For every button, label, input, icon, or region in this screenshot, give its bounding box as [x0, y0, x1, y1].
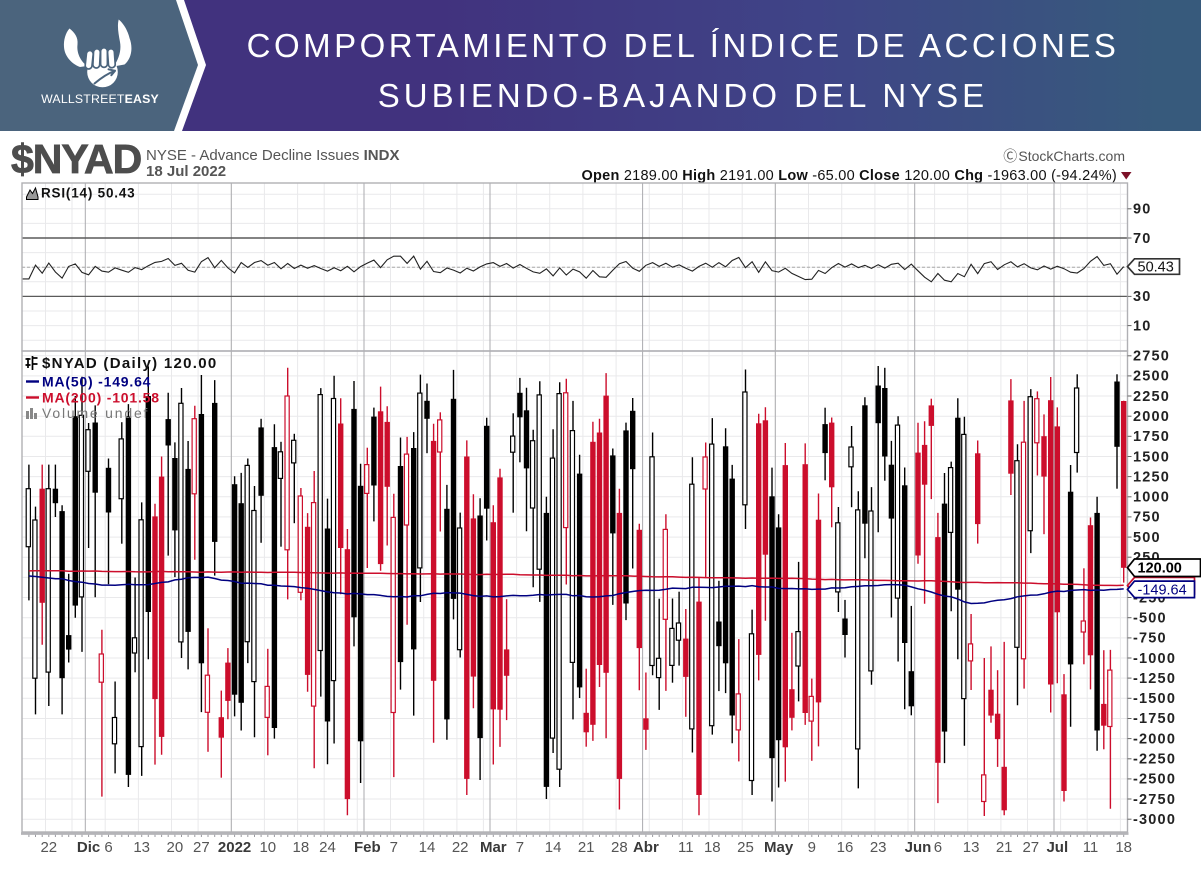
svg-text:NYSE - Advance Decline Issues: NYSE - Advance Decline Issues INDX	[146, 147, 399, 164]
svg-text:-3000: -3000	[1133, 812, 1176, 828]
svg-text:16: 16	[837, 839, 854, 856]
svg-text:Open 2189.00 High 2191.00 Low: Open 2189.00 High 2191.00 Low -65.00 Clo…	[582, 168, 1118, 184]
svg-text:50.43: 50.43	[1138, 260, 1174, 276]
svg-text:Abr: Abr	[633, 839, 659, 856]
svg-text:2000: 2000	[1133, 409, 1170, 425]
svg-text:MA(50) -149.64: MA(50) -149.64	[42, 374, 151, 390]
svg-text:Jun: Jun	[905, 839, 932, 856]
svg-text:-149.64: -149.64	[1138, 582, 1187, 598]
svg-text:-2000: -2000	[1133, 731, 1176, 747]
svg-text:-750: -750	[1133, 631, 1167, 647]
svg-text:Feb: Feb	[354, 839, 381, 856]
svg-text:25: 25	[737, 839, 754, 856]
svg-text:6: 6	[104, 839, 112, 856]
svg-text:-1250: -1250	[1133, 671, 1176, 687]
svg-text:-500: -500	[1133, 611, 1167, 627]
svg-text:20: 20	[167, 839, 184, 856]
svg-text:7: 7	[390, 839, 398, 856]
svg-text:18 Jul 2022: 18 Jul 2022	[146, 163, 226, 180]
svg-text:-2750: -2750	[1133, 792, 1176, 808]
svg-text:2750: 2750	[1133, 349, 1170, 365]
svg-text:Dic: Dic	[77, 839, 100, 856]
svg-text:21: 21	[996, 839, 1013, 856]
svg-text:WALLSTREETEASY: WALLSTREETEASY	[41, 92, 159, 106]
svg-text:14: 14	[545, 839, 562, 856]
svg-text:14: 14	[419, 839, 436, 856]
svg-text:2022: 2022	[218, 839, 251, 856]
svg-text:-2500: -2500	[1133, 772, 1176, 788]
svg-text:13: 13	[963, 839, 980, 856]
svg-text:30: 30	[1133, 289, 1152, 305]
svg-text:27: 27	[1022, 839, 1039, 856]
svg-text:2500: 2500	[1133, 369, 1170, 385]
svg-text:500: 500	[1133, 530, 1161, 546]
svg-text:23: 23	[870, 839, 887, 856]
svg-text:1500: 1500	[1133, 449, 1170, 465]
svg-text:May: May	[764, 839, 794, 856]
svg-text:Jul: Jul	[1046, 839, 1068, 856]
svg-text:-2250: -2250	[1133, 752, 1176, 768]
svg-text:11: 11	[678, 839, 694, 856]
svg-text:18: 18	[1115, 839, 1132, 856]
svg-text:SUBIENDO-BAJANDO DEL NYSE: SUBIENDO-BAJANDO DEL NYSE	[378, 77, 988, 114]
svg-text:2250: 2250	[1133, 389, 1170, 405]
svg-text:Volume undef: Volume undef	[42, 405, 149, 421]
svg-text:10: 10	[259, 839, 276, 856]
svg-text:750: 750	[1133, 510, 1161, 526]
svg-text:27: 27	[193, 839, 210, 856]
svg-text:-1750: -1750	[1133, 711, 1176, 727]
svg-text:18: 18	[704, 839, 721, 856]
svg-text:70: 70	[1133, 231, 1152, 247]
svg-text:$NYAD (Daily) 120.00: $NYAD (Daily) 120.00	[42, 355, 218, 372]
svg-text:11: 11	[1083, 839, 1099, 856]
svg-text:6: 6	[934, 839, 942, 856]
svg-text:COMPORTAMIENTO DEL ÍNDICE DE A: COMPORTAMIENTO DEL ÍNDICE DE ACCIONES	[247, 27, 1120, 64]
svg-text:-1500: -1500	[1133, 691, 1176, 707]
svg-text:120.00: 120.00	[1138, 561, 1182, 577]
svg-text:$NYAD: $NYAD	[11, 136, 141, 182]
svg-text:1250: 1250	[1133, 469, 1170, 485]
svg-text:90: 90	[1133, 202, 1152, 218]
svg-text:RSI(14) 50.43: RSI(14) 50.43	[41, 186, 135, 201]
svg-text:28: 28	[611, 839, 628, 856]
svg-text:18: 18	[293, 839, 310, 856]
svg-text:Ⓒ StockCharts.com: Ⓒ StockCharts.com	[1003, 148, 1125, 164]
svg-text:24: 24	[319, 839, 336, 856]
svg-text:13: 13	[133, 839, 150, 856]
svg-text:Mar: Mar	[480, 839, 507, 856]
svg-text:1000: 1000	[1133, 490, 1170, 506]
svg-text:1750: 1750	[1133, 429, 1170, 445]
svg-text:9: 9	[808, 839, 816, 856]
svg-text:10: 10	[1133, 318, 1152, 334]
svg-text:7: 7	[516, 839, 524, 856]
svg-text:22: 22	[452, 839, 469, 856]
svg-text:MA(200) -101.58: MA(200) -101.58	[42, 390, 160, 406]
svg-text:-1000: -1000	[1133, 651, 1176, 667]
svg-text:21: 21	[578, 839, 595, 856]
svg-text:22: 22	[40, 839, 57, 856]
